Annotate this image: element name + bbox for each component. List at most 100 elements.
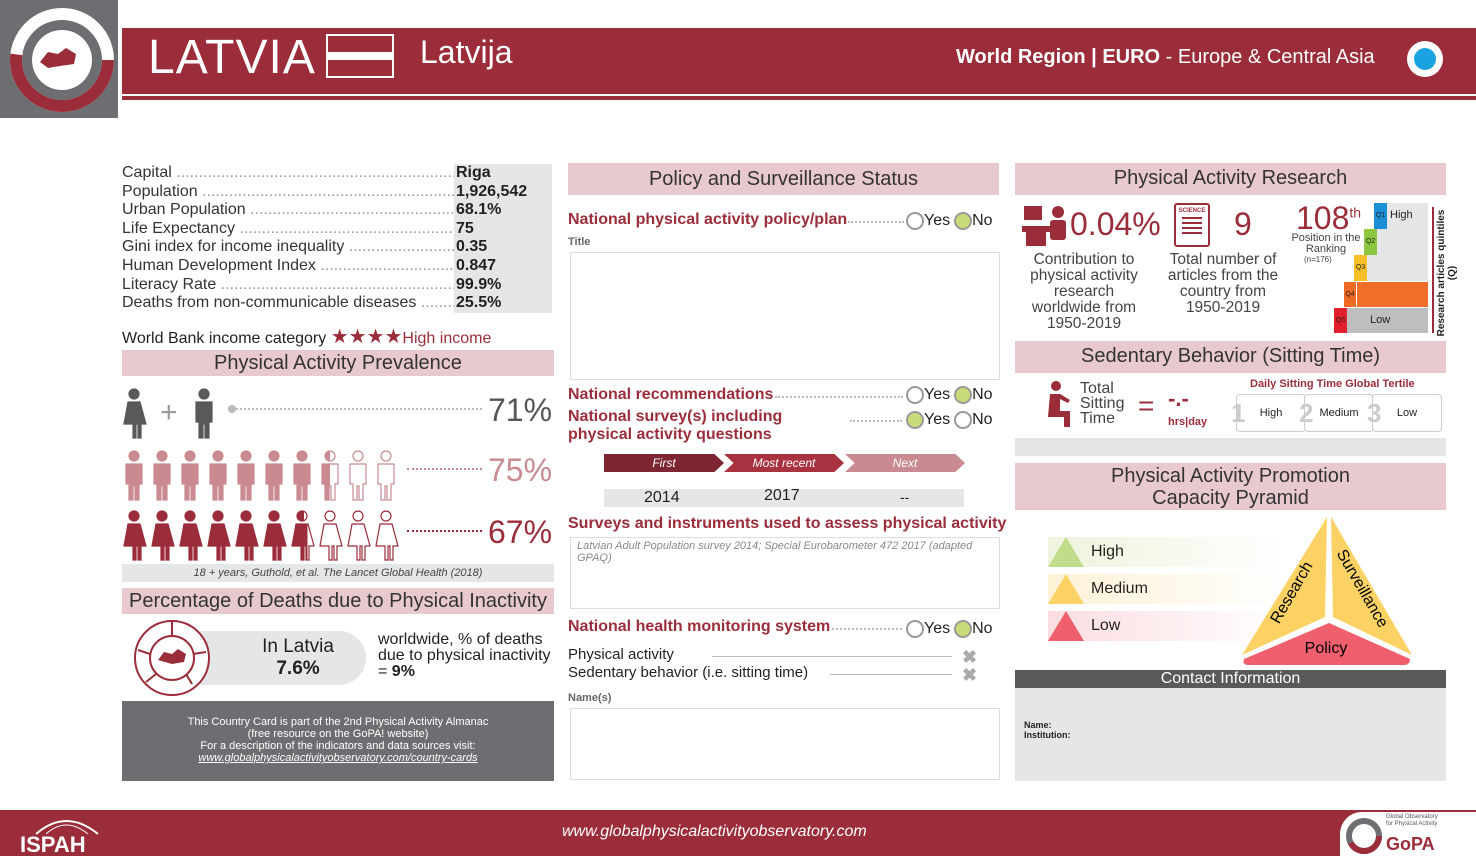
quintile-q5: Q5 bbox=[1334, 308, 1347, 333]
names-field[interactable] bbox=[570, 708, 1000, 780]
prevalence-source: 18 + years, Guthold, et al. The Lancet G… bbox=[122, 564, 554, 582]
pyramid-level-label: High bbox=[1091, 543, 1124, 560]
plan-radio-group: Yes No bbox=[902, 212, 993, 230]
fact-row: Life Expectancy75 bbox=[122, 219, 554, 239]
researcher-icon bbox=[1022, 204, 1070, 253]
survey-no-radio[interactable] bbox=[954, 411, 973, 429]
pyramid-research-side bbox=[1242, 517, 1327, 655]
region-name: - Europe & Central Asia bbox=[1160, 46, 1375, 68]
quintile-q3: Q3 bbox=[1354, 255, 1367, 281]
gopa-logo: Global Observatory for Physical Activity… bbox=[1340, 812, 1476, 856]
no-label: No bbox=[972, 386, 993, 404]
gopa-subtitle: Global Observatory for Physical Activity bbox=[1386, 814, 1438, 827]
no-label: No bbox=[972, 212, 993, 230]
footer-bar bbox=[0, 810, 1476, 856]
fact-row: Human Development Index0.847 bbox=[122, 256, 554, 276]
quintile-q1: Q1 bbox=[1374, 203, 1387, 229]
yes-label: Yes bbox=[924, 386, 951, 404]
woman-figure bbox=[291, 510, 315, 561]
triangle-icon bbox=[1048, 537, 1084, 567]
income-category: World Bank income category ★★★★High inco… bbox=[122, 324, 491, 349]
timeline-next: Next bbox=[845, 454, 965, 472]
yes-label: Yes bbox=[924, 212, 951, 230]
contribution-value: 0.04% bbox=[1070, 206, 1161, 242]
monitor-yes-radio[interactable] bbox=[906, 620, 924, 638]
country-wheel-icon bbox=[134, 620, 210, 696]
deaths-in-label: In Latvia bbox=[262, 636, 334, 657]
pyramid-level-high: High bbox=[1048, 537, 1288, 567]
quintile-axis-label: Research articles quintiles (Q) bbox=[1436, 209, 1458, 337]
woman-figure bbox=[179, 510, 203, 561]
tertile-number: 1 bbox=[1231, 398, 1246, 428]
rec-no-radio[interactable] bbox=[954, 386, 973, 404]
policy-title-field[interactable] bbox=[570, 252, 1000, 380]
plan-no-radio[interactable] bbox=[954, 212, 973, 230]
deaths-title: Percentage of Deaths due to Physical Ina… bbox=[122, 588, 554, 614]
fact-label: Deaths from non-communicable diseases bbox=[122, 294, 454, 313]
timeline-next-year: -- bbox=[900, 489, 910, 505]
prevalence-title: Physical Activity Prevalence bbox=[122, 350, 554, 376]
footer-url-link[interactable]: www.globalphysicalactivityobservatory.co… bbox=[562, 823, 867, 840]
monitor-line bbox=[830, 674, 952, 675]
science-doc-icon: SCIENCE bbox=[1174, 203, 1210, 247]
rec-yes-radio[interactable] bbox=[906, 386, 924, 404]
rank-sup: th bbox=[1349, 204, 1362, 221]
monitor-label: National health monitoring system bbox=[568, 618, 831, 635]
man-figure bbox=[321, 450, 339, 501]
survey-yes-radio[interactable] bbox=[906, 411, 924, 429]
man-figure bbox=[237, 450, 255, 501]
quintile-chart: Q1 High Q2 Q3 Q4 Q5 Low bbox=[1330, 203, 1440, 333]
pyramid-level-label: Medium bbox=[1091, 580, 1148, 597]
man-figure bbox=[293, 450, 311, 501]
fact-value: 0.35 bbox=[454, 238, 552, 257]
survey-connector bbox=[850, 420, 902, 422]
deaths-in-value: 7.6% bbox=[276, 658, 320, 679]
sitting-label: Total Sitting Time bbox=[1080, 380, 1125, 427]
header-underline bbox=[122, 96, 1476, 100]
region-prefix: World Region | bbox=[956, 46, 1103, 68]
fact-label: Human Development Index bbox=[122, 257, 454, 276]
fact-row: Gini index for income inequality0.35 bbox=[122, 238, 554, 257]
world-region: World Region | EURO - Europe & Central A… bbox=[956, 46, 1375, 69]
pyramid-level-low: Low bbox=[1048, 611, 1288, 641]
survey-label: National survey(s) including physical ac… bbox=[568, 408, 783, 443]
monitor-item-pa: Physical activity bbox=[568, 646, 674, 663]
sitting-person-icon bbox=[1046, 380, 1076, 433]
man-figure bbox=[265, 450, 283, 501]
almanac-note: This Country Card is part of the 2nd Phy… bbox=[122, 701, 554, 781]
yes-label: Yes bbox=[924, 411, 951, 429]
contact-name-label: Name: bbox=[1024, 720, 1052, 730]
tertile-low: 3 Low bbox=[1367, 394, 1442, 432]
yes-label: Yes bbox=[924, 620, 951, 638]
rank: 108th bbox=[1296, 200, 1361, 237]
deaths-world-value: 9% bbox=[391, 663, 415, 680]
deaths-worldwide: worldwide, % of deaths due to physical i… bbox=[378, 632, 558, 680]
monitor-item-sb: Sedentary behavior (i.e. sitting time) bbox=[568, 664, 809, 681]
plan-yes-radio[interactable] bbox=[906, 212, 924, 230]
ispah-logo: ISPAH bbox=[16, 812, 106, 859]
country-cards-link[interactable]: www.globalphysicalactivityobservatory.co… bbox=[198, 752, 478, 764]
gopa-text: GoPA bbox=[1386, 834, 1435, 854]
plan-connector bbox=[848, 221, 904, 223]
rec-radio-group: Yes No bbox=[902, 386, 993, 404]
man-figure bbox=[377, 450, 395, 501]
fact-value: 1,926,542 bbox=[454, 182, 552, 202]
region-dot-icon bbox=[1407, 41, 1443, 77]
pyramid-legend: High Medium Low bbox=[1048, 537, 1288, 648]
plus-icon: + bbox=[160, 396, 178, 429]
fact-row: Literacy Rate99.9% bbox=[122, 275, 554, 295]
fact-row: CapitalRiga bbox=[122, 164, 554, 183]
woman-figure bbox=[263, 510, 287, 561]
plan-label: National physical activity policy/plan bbox=[568, 211, 848, 228]
monitor-no-radio[interactable] bbox=[954, 620, 973, 638]
sitting-value: -.- bbox=[1168, 386, 1189, 411]
instruments-field[interactable]: Latvian Adult Population survey 2014; Sp… bbox=[570, 537, 1000, 609]
fact-value: Riga bbox=[454, 164, 552, 183]
timeline-first-year: 2014 bbox=[644, 489, 680, 506]
men-connector bbox=[407, 468, 482, 470]
cross-icon: ✖ ✖ bbox=[962, 647, 978, 685]
articles-count: 9 bbox=[1234, 206, 1252, 242]
sedentary-title: Sedentary Behavior (Sitting Time) bbox=[1015, 341, 1446, 373]
quintile-q4: Q4 bbox=[1344, 282, 1357, 307]
